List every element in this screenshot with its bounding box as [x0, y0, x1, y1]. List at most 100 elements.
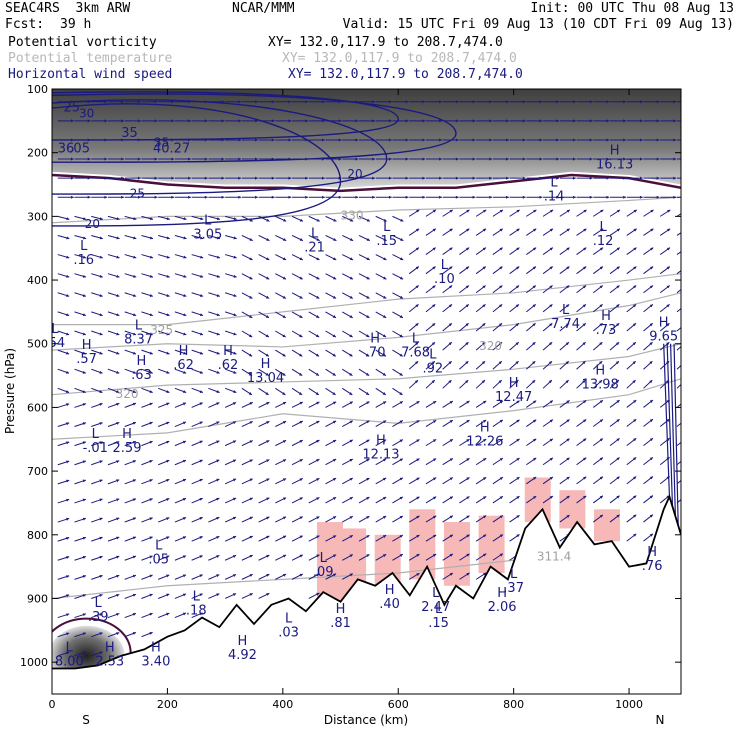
extremum-value: -.01	[83, 441, 108, 456]
wind-arrow	[375, 176, 392, 180]
wind-arrow-head	[616, 400, 620, 404]
wind-arrow	[342, 515, 354, 523]
wind-arrow-head	[121, 195, 124, 199]
wind-arrow-head	[684, 229, 687, 232]
wind-arrow	[208, 478, 220, 485]
wind-arrow-head	[121, 119, 124, 123]
wind-arrow-head	[522, 138, 526, 142]
wind-arrow-head	[515, 342, 519, 346]
wind-arrow-head	[316, 276, 320, 280]
theta-contour	[52, 273, 681, 326]
wind-arrow-head	[582, 361, 586, 365]
wind-arrow-head	[489, 157, 493, 161]
wind-arrow-head	[499, 534, 503, 538]
wind-arrow	[91, 536, 103, 542]
wind-arrow-head	[70, 138, 74, 142]
wind-arrow	[241, 311, 253, 319]
wind-arrow	[408, 209, 420, 217]
wind-arrow-head	[299, 238, 303, 241]
wind-arrow-head	[116, 274, 120, 278]
wind-arrow	[208, 234, 221, 240]
wind-arrow	[208, 440, 220, 447]
wind-arrow-head	[199, 294, 204, 297]
wind-arrow-head	[238, 119, 242, 123]
wind-arrow	[559, 400, 570, 408]
extremum-type: L	[204, 214, 212, 229]
wind-arrow-head	[633, 514, 637, 518]
wind-arrow-head	[204, 100, 208, 104]
wind-arrow-head	[182, 390, 187, 393]
wind-arrow-head	[516, 496, 520, 500]
wind-arrow	[643, 285, 654, 294]
wind-arrow-head	[656, 138, 660, 142]
wind-arrow	[91, 460, 103, 466]
wind-arrow-head	[232, 516, 237, 520]
wind-arrow	[57, 422, 70, 428]
wind-arrow-head	[355, 195, 359, 199]
wind-arrow-head	[366, 516, 370, 519]
wind-arrow-head	[583, 209, 587, 213]
wind-arrow-head	[316, 516, 320, 520]
wind-arrow	[241, 387, 253, 396]
wind-arrow-head	[599, 285, 603, 289]
wind-arrow	[425, 157, 442, 161]
wind-arrow-head	[216, 497, 220, 501]
wind-arrow	[375, 273, 387, 280]
wind-arrow	[526, 322, 536, 332]
wind-arrow	[107, 254, 120, 259]
wind-arrow	[492, 400, 504, 408]
x-tick-label: 0	[49, 698, 56, 711]
wind-arrow-head	[99, 460, 103, 464]
wind-arrow-head	[616, 304, 620, 308]
wind-arrow	[291, 387, 303, 396]
extremum-type: H	[647, 545, 657, 560]
wind-arrow	[74, 460, 87, 466]
wind-arrow	[275, 292, 287, 299]
wind-arrow-head	[582, 323, 586, 327]
wind-arrow-head	[556, 195, 560, 199]
wind-arrow-head	[566, 228, 570, 232]
extremum-type: H	[223, 344, 233, 359]
wind-arrow-head	[606, 100, 610, 104]
wind-arrow	[676, 101, 681, 103]
wind-arrow	[358, 195, 375, 199]
wind-arrow-head	[204, 195, 208, 199]
wind-arrow-head	[199, 517, 203, 520]
wind-arrow	[158, 119, 175, 123]
wind-arrow	[459, 322, 469, 332]
wind-arrow-head	[183, 294, 187, 297]
wind-arrow-head	[299, 372, 303, 376]
wind-arrow-head	[99, 274, 103, 278]
wind-arrow	[643, 228, 654, 236]
wind-arrow	[659, 266, 671, 275]
wind-arrow-head	[615, 380, 619, 384]
wind-arrow-head	[99, 217, 103, 221]
init-label: Init: 00 UTC Thu 08 Aug 13	[530, 1, 735, 16]
wind-arrow-head	[449, 515, 453, 519]
wind-arrow	[325, 157, 342, 161]
extremum-marker: L.37	[503, 567, 524, 596]
wind-arrow	[241, 273, 253, 280]
wind-arrow	[576, 157, 593, 161]
wind-arrow-head	[183, 236, 187, 240]
wind-arrow	[124, 195, 141, 199]
wind-arrow	[375, 215, 387, 222]
wind-arrow	[124, 387, 137, 393]
wind-arrow-head	[199, 421, 203, 425]
wind-arrow	[141, 292, 154, 297]
wind-arrow-head	[182, 421, 187, 425]
wind-arrow-head	[606, 195, 610, 199]
wind-arrow	[442, 157, 459, 161]
wind-arrow	[342, 458, 354, 466]
wind-arrow	[475, 572, 487, 580]
wind-arrow-head	[372, 157, 375, 161]
wind-arrow-shaft	[676, 499, 681, 504]
wind-arrow	[241, 157, 258, 161]
wind-arrow-head	[616, 457, 620, 461]
wind-arrow-head	[166, 421, 170, 425]
wind-arrow	[224, 254, 237, 259]
wind-arrow-head	[104, 119, 108, 123]
wind-arrow-head	[366, 257, 370, 261]
wind-arrow	[660, 100, 677, 104]
wind-arrow	[107, 555, 120, 561]
